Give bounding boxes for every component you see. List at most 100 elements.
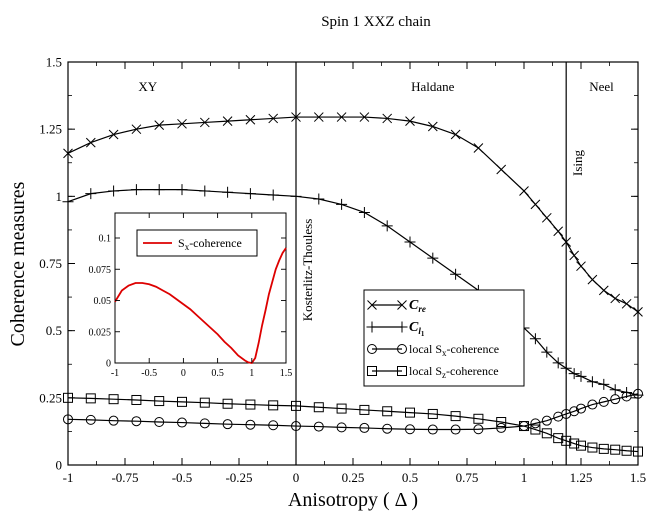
inset-y-tick-label: 0.025	[89, 327, 112, 338]
data-point-o	[268, 420, 279, 431]
main-plot: Kosterlitz-Thouless Ising XY Haldane Neel -…	[39, 55, 646, 486]
inset-y-tick-label: 0	[106, 359, 111, 370]
data-point-x	[496, 164, 507, 175]
legend-marker	[396, 321, 408, 333]
data-point-x	[222, 116, 233, 126]
data-point-s	[245, 399, 256, 410]
x-tick-label: -0.5	[172, 470, 193, 485]
boundary-label-ising: Ising	[570, 150, 585, 177]
inset-plot: -1 -0.5 0 0.5 1 1.5 0 0.025 0.05 0.075 0.1 Sx-coh…	[89, 212, 292, 379]
data-point-s	[569, 438, 580, 449]
data-point-o	[177, 417, 187, 428]
data-point-s	[541, 428, 552, 439]
x-tick-label: 1.5	[630, 470, 646, 485]
data-point-+	[529, 333, 541, 345]
data-point-+	[336, 198, 348, 210]
data-point-o	[610, 394, 621, 405]
data-point-o	[222, 419, 233, 430]
inset-legend-label: Sx-coherence	[178, 236, 242, 252]
inset-y-tick-label: 0.075	[89, 265, 112, 276]
data-point-o	[131, 416, 142, 427]
phase-boundaries: Kosterlitz-Thouless Ising	[295, 62, 585, 465]
data-point-x	[633, 307, 643, 317]
x-tick-label: -1	[63, 470, 74, 485]
data-point-s	[519, 421, 529, 432]
data-point-o	[199, 418, 210, 429]
data-point-o	[154, 417, 165, 428]
data-point-o	[621, 391, 632, 402]
data-point-o	[496, 422, 507, 433]
x-tick-label: 1	[521, 470, 528, 485]
data-point-s	[427, 408, 438, 419]
legend-marker	[397, 344, 407, 354]
legend-marker	[366, 321, 378, 333]
data-point-x	[313, 112, 324, 122]
data-point-o	[541, 415, 552, 426]
data-point-s	[131, 394, 142, 405]
data-point-s	[633, 446, 643, 457]
data-point-s	[450, 411, 461, 422]
data-point-s	[576, 440, 586, 451]
data-point-x	[427, 121, 438, 132]
inset-x-tick-label: 1.5	[280, 368, 293, 379]
legend-marker	[367, 344, 377, 354]
data-point-+	[568, 368, 580, 380]
data-point-+	[541, 346, 553, 358]
data-point-x	[245, 114, 256, 125]
y-tick-label: 1.5	[46, 55, 62, 70]
data-point-s	[405, 407, 415, 418]
legend-marker	[367, 366, 377, 376]
inset-series-line-0	[114, 247, 287, 364]
data-point-+	[609, 384, 621, 396]
inset-x-tick-label: 1	[249, 368, 254, 379]
data-point-s	[108, 394, 119, 405]
data-point-s	[473, 413, 484, 424]
x-tick-label: 0	[293, 470, 300, 485]
phase-label: XY	[138, 79, 157, 94]
data-point-o	[598, 396, 609, 407]
data-point-s	[336, 403, 347, 414]
data-point-x	[268, 113, 279, 124]
data-point-+	[575, 370, 587, 382]
inset-y-axis-ticks: 0 0.025 0.05 0.075 0.1	[89, 234, 286, 370]
data-point-x	[405, 116, 415, 126]
data-point-x	[530, 199, 541, 210]
data-point-x	[85, 137, 96, 148]
data-point-s	[154, 396, 165, 407]
data-point-o	[576, 403, 586, 414]
data-point-+	[598, 378, 610, 390]
data-point-o	[108, 415, 119, 426]
legend-label: local Sz-coherence	[409, 364, 499, 380]
data-point-x	[336, 112, 347, 122]
data-point-s	[587, 442, 598, 453]
data-point-o	[473, 424, 484, 435]
inset-x-tick-label: 0.5	[211, 368, 224, 379]
y-tick-label: 0.5	[46, 323, 62, 338]
legend-label: Cl1	[409, 320, 425, 338]
data-point-+	[199, 185, 211, 197]
series-line-3	[67, 397, 639, 453]
data-point-s	[177, 396, 187, 407]
legend-box	[363, 289, 525, 387]
phase-labels: XY Haldane Neel	[138, 79, 614, 94]
inset-x-axis-ticks: -1 -0.5 0 0.5 1 1.5	[111, 213, 292, 379]
data-point-o	[336, 422, 347, 433]
x-tick-label: 0.5	[402, 470, 418, 485]
data-point-o	[405, 424, 415, 435]
legend-label: Cre	[409, 298, 426, 314]
data-point-+	[358, 206, 370, 218]
x-tick-label: 0.25	[342, 470, 365, 485]
data-point-x	[587, 274, 598, 285]
legend-marker	[367, 300, 377, 310]
data-point-+	[404, 236, 416, 248]
data-point-+	[267, 189, 279, 201]
data-point-x	[131, 124, 142, 135]
data-point-x	[553, 226, 564, 237]
data-point-o	[63, 414, 73, 425]
y-tick-label: 0	[56, 458, 63, 473]
series-line-2	[67, 393, 639, 431]
inset-y-tick-label: 0.1	[99, 234, 112, 245]
data-point-x	[177, 118, 187, 129]
data-point-x	[199, 117, 210, 128]
